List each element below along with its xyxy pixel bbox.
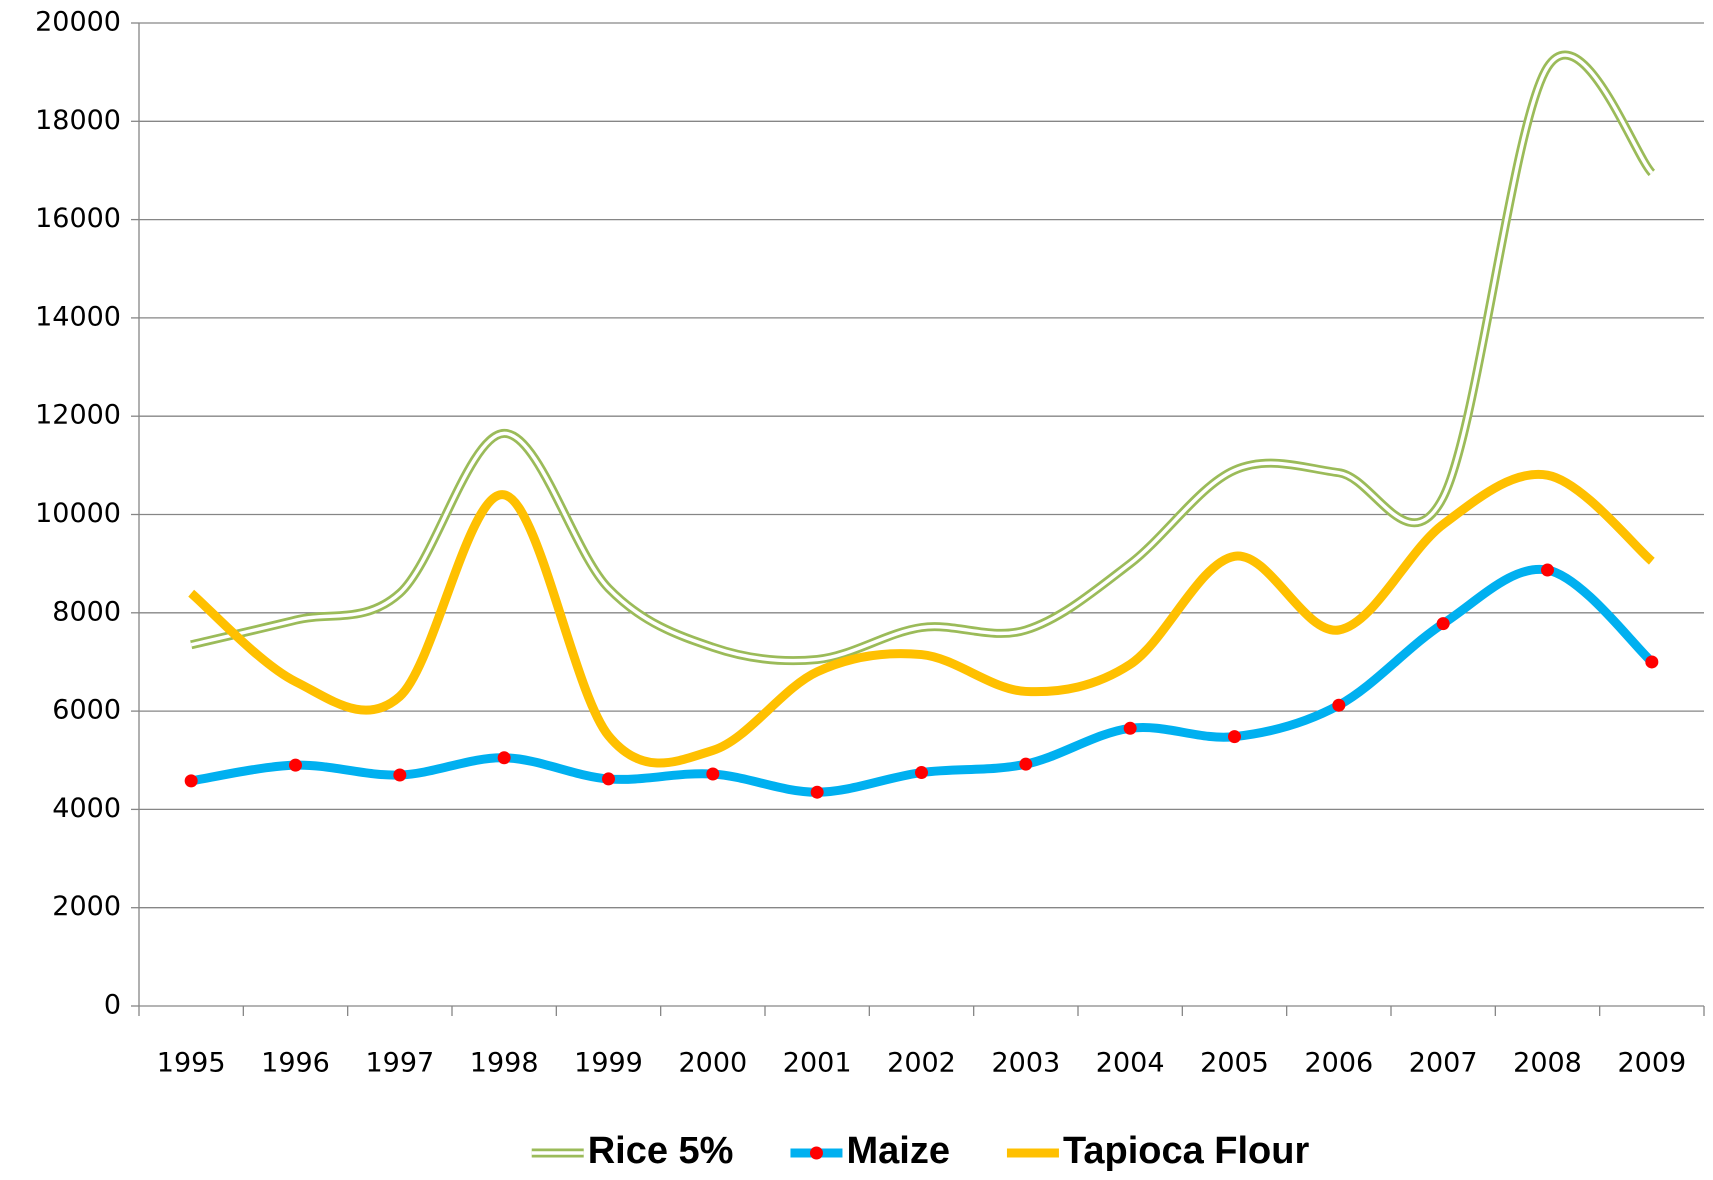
marker [706,767,720,781]
x-tick-label: 1996 [261,1048,330,1079]
y-tick-label: 2000 [52,891,121,922]
marker [1436,617,1450,631]
marker [289,758,302,772]
y-tick-label: 18000 [35,105,121,136]
marker [602,772,615,786]
y-tick-label: 4000 [52,793,121,824]
legend-label: Maize [846,1130,949,1172]
y-tick-label: 20000 [35,7,121,38]
marker [1541,563,1554,577]
series-line [190,50,1656,666]
marker [915,766,928,780]
marker [184,774,198,788]
x-tick-label: 2004 [1096,1048,1165,1079]
marker [1332,698,1346,712]
x-tick-label: 1999 [574,1048,643,1079]
marker [1019,757,1033,771]
marker [1645,655,1659,669]
x-tick-label: 2007 [1409,1048,1478,1079]
marker [1123,721,1137,735]
x-tick-label: 2009 [1617,1048,1686,1079]
y-tick-label: 12000 [35,400,121,431]
x-tick-label: 1998 [470,1048,539,1079]
y-tick-label: 14000 [35,301,121,332]
x-tick-label: 2006 [1304,1048,1373,1079]
series-line-inner [190,53,1654,663]
x-tick-label: 1995 [157,1048,226,1079]
marker [497,751,511,765]
marker [1228,730,1241,744]
y-tick-label: 0 [104,990,121,1021]
x-tick-label: 2008 [1513,1048,1582,1079]
x-tick-label: 1997 [365,1048,434,1079]
x-tick-label: 2002 [887,1048,956,1079]
marker [393,768,407,782]
series-line [190,564,1655,797]
legend-label: Tapioca Flour [1063,1130,1310,1172]
marker [810,785,824,799]
x-tick-label: 2005 [1200,1048,1269,1079]
x-tick-label: 2000 [678,1048,747,1079]
x-tick-label: 2001 [783,1048,852,1079]
series-line [188,469,1655,768]
y-tick-label: 8000 [52,596,121,627]
x-tick-label: 2003 [991,1048,1060,1079]
legend-label: Rice 5% [588,1130,734,1172]
y-tick-label: 6000 [52,695,121,726]
y-tick-label: 16000 [35,203,121,234]
y-tick-label: 10000 [35,498,121,529]
legend-marker [809,1146,823,1160]
